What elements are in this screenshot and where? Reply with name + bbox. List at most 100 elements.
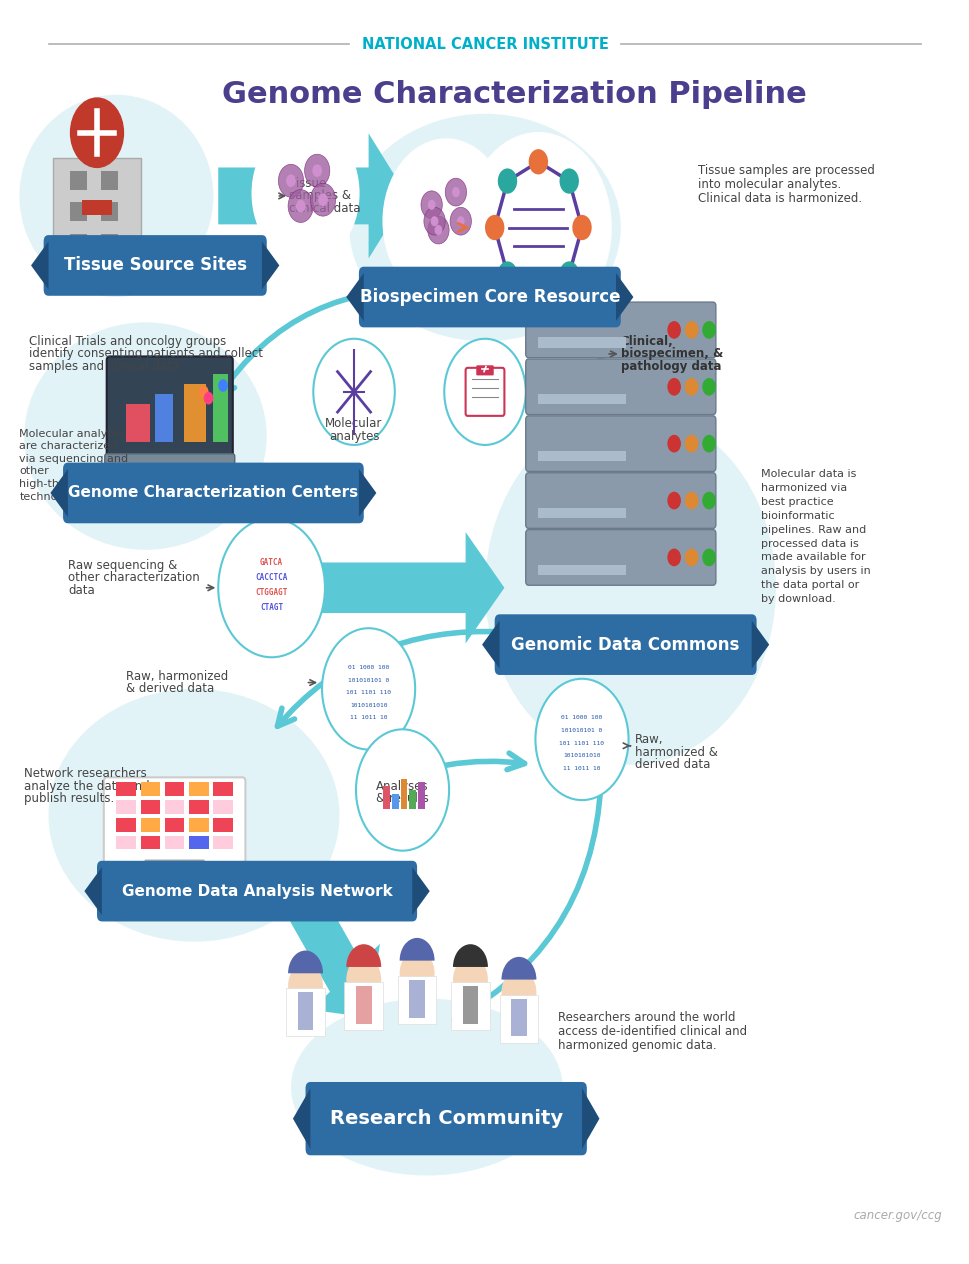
Ellipse shape [291, 999, 562, 1176]
Text: technologies.: technologies. [19, 492, 94, 502]
Circle shape [252, 124, 359, 263]
FancyBboxPatch shape [213, 800, 233, 814]
FancyBboxPatch shape [165, 836, 184, 849]
Text: analysis by users in: analysis by users in [761, 566, 870, 576]
Circle shape [421, 191, 442, 219]
FancyBboxPatch shape [101, 234, 118, 253]
Circle shape [453, 957, 487, 1002]
FancyBboxPatch shape [144, 860, 204, 877]
FancyBboxPatch shape [344, 982, 383, 1030]
Text: clinical data: clinical data [289, 202, 360, 215]
FancyBboxPatch shape [213, 782, 233, 796]
Text: Raw,: Raw, [635, 733, 663, 746]
Circle shape [684, 378, 698, 396]
FancyBboxPatch shape [53, 158, 141, 265]
Text: pathology data: pathology data [620, 360, 721, 373]
Circle shape [684, 492, 698, 509]
Text: biospecimen, &: biospecimen, & [620, 348, 722, 360]
Text: derived data: derived data [635, 758, 710, 771]
Text: made available for: made available for [761, 552, 865, 562]
Circle shape [434, 225, 442, 235]
Text: publish results.: publish results. [24, 793, 114, 805]
Text: 1010101010: 1010101010 [350, 703, 387, 708]
Circle shape [322, 628, 415, 750]
Text: NATIONAL CANCER INSTITUTE: NATIONAL CANCER INSTITUTE [361, 37, 608, 52]
FancyBboxPatch shape [189, 800, 208, 814]
FancyBboxPatch shape [494, 614, 756, 675]
Text: 101 1101 110: 101 1101 110 [346, 690, 391, 695]
FancyBboxPatch shape [116, 800, 136, 814]
Text: Analyses: Analyses [376, 780, 428, 793]
FancyBboxPatch shape [165, 800, 184, 814]
FancyBboxPatch shape [141, 818, 160, 832]
Circle shape [427, 200, 435, 210]
FancyBboxPatch shape [476, 365, 493, 375]
Circle shape [667, 435, 680, 453]
Text: via sequencing and: via sequencing and [19, 454, 128, 464]
Text: Tissue Source Sites: Tissue Source Sites [64, 257, 246, 274]
Text: processed data is: processed data is [761, 538, 859, 549]
Text: samples and clinical data.: samples and clinical data. [29, 360, 183, 373]
Text: by download.: by download. [761, 594, 835, 604]
Circle shape [684, 321, 698, 339]
Text: 101 1101 110: 101 1101 110 [559, 741, 604, 746]
Text: harmonized genomic data.: harmonized genomic data. [557, 1039, 716, 1052]
Text: access de-identified clinical and: access de-identified clinical and [557, 1025, 746, 1038]
FancyBboxPatch shape [297, 992, 313, 1030]
Circle shape [199, 386, 208, 398]
FancyBboxPatch shape [451, 982, 489, 1030]
Text: Clinical,: Clinical, [620, 335, 672, 348]
Text: harmonized &: harmonized & [635, 746, 717, 758]
Ellipse shape [48, 689, 339, 942]
Text: samples &: samples & [289, 190, 351, 202]
Text: & derived data: & derived data [126, 683, 214, 695]
Text: Network researchers: Network researchers [24, 767, 147, 780]
FancyBboxPatch shape [70, 234, 87, 253]
Circle shape [70, 97, 124, 168]
FancyBboxPatch shape [107, 356, 233, 459]
FancyBboxPatch shape [397, 976, 436, 1024]
FancyBboxPatch shape [525, 359, 715, 415]
Text: Genomic Data Commons: Genomic Data Commons [511, 636, 739, 653]
FancyBboxPatch shape [418, 782, 424, 809]
Text: the data portal or: the data portal or [761, 580, 859, 590]
FancyBboxPatch shape [189, 782, 208, 796]
FancyBboxPatch shape [189, 836, 208, 849]
FancyBboxPatch shape [213, 836, 233, 849]
FancyBboxPatch shape [538, 451, 625, 461]
Circle shape [313, 339, 394, 445]
Text: Molecular: Molecular [325, 417, 383, 430]
Circle shape [383, 139, 509, 303]
FancyArrow shape [218, 134, 407, 259]
FancyBboxPatch shape [97, 861, 417, 921]
Circle shape [312, 164, 322, 177]
FancyBboxPatch shape [213, 818, 233, 832]
Text: data: data [68, 584, 95, 597]
FancyBboxPatch shape [141, 836, 160, 849]
Circle shape [296, 200, 305, 212]
Circle shape [286, 174, 296, 187]
FancyArrow shape [291, 532, 504, 643]
Ellipse shape [24, 322, 266, 550]
Text: Clinical Trials and oncolgy groups: Clinical Trials and oncolgy groups [29, 335, 226, 348]
FancyBboxPatch shape [525, 473, 715, 528]
FancyBboxPatch shape [538, 565, 625, 575]
FancyBboxPatch shape [511, 999, 526, 1036]
Text: 11 1011 10: 11 1011 10 [563, 766, 600, 771]
Polygon shape [615, 273, 633, 321]
FancyBboxPatch shape [400, 779, 407, 809]
FancyBboxPatch shape [525, 530, 715, 585]
Text: Researchers around the world: Researchers around the world [557, 1011, 735, 1024]
Circle shape [702, 435, 715, 453]
Text: 101010101 0: 101010101 0 [561, 728, 602, 733]
Circle shape [450, 207, 471, 235]
FancyBboxPatch shape [356, 986, 371, 1024]
Text: identify consenting patients and collect: identify consenting patients and collect [29, 348, 263, 360]
Circle shape [559, 262, 578, 287]
Text: analyze the data and: analyze the data and [24, 780, 150, 793]
Text: Research Community: Research Community [329, 1109, 562, 1129]
Circle shape [702, 492, 715, 509]
FancyBboxPatch shape [126, 404, 150, 442]
Polygon shape [359, 469, 376, 517]
Text: cancer.gov/ccg: cancer.gov/ccg [853, 1210, 941, 1222]
